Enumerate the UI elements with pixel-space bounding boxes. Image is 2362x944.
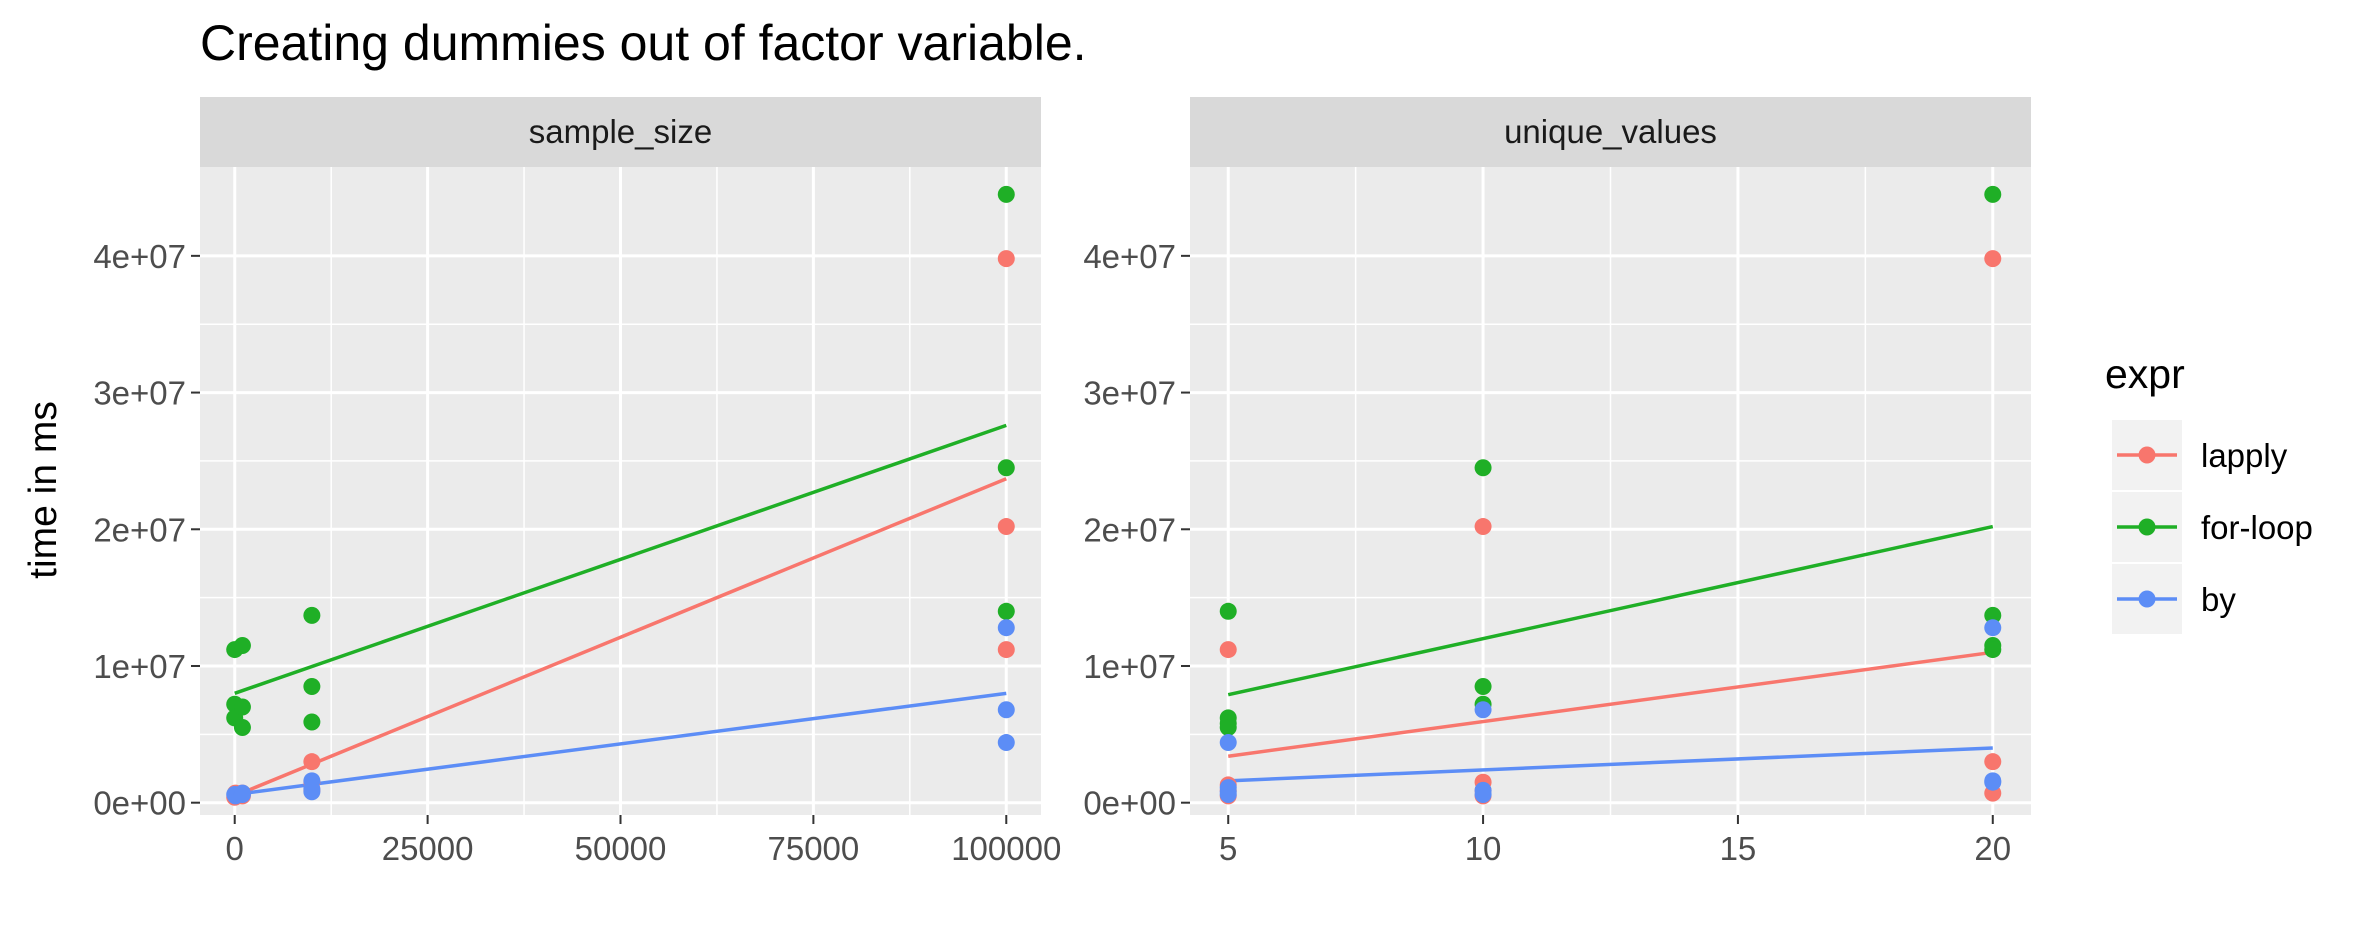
data-point-lapply: [1219, 641, 1237, 659]
legend-entry-lapply: lapply: [2112, 420, 2288, 490]
y-tick-label: 3e+07: [93, 375, 186, 412]
data-point-for-loop: [303, 606, 321, 624]
legend-label: lapply: [2201, 437, 2288, 474]
data-point-by: [997, 734, 1015, 752]
x-tick-label: 50000: [575, 830, 667, 867]
y-axis-label: time in ms: [22, 401, 65, 579]
data-point-lapply: [1474, 518, 1492, 536]
legend-key-point: [2138, 590, 2156, 608]
data-point-by: [1474, 701, 1492, 719]
data-point-for-loop: [997, 602, 1015, 620]
data-point-for-loop: [997, 185, 1015, 203]
y-tick-label: 0e+00: [93, 785, 186, 822]
data-point-for-loop: [233, 636, 251, 654]
data-point-lapply: [997, 250, 1015, 268]
data-point-for-loop: [233, 719, 251, 737]
data-point-by: [1984, 773, 2002, 791]
data-point-lapply: [997, 518, 1015, 536]
fit-line-lapply: [1227, 650, 1994, 758]
legend: expr lapply for-loop by: [2105, 351, 2313, 634]
data-point-lapply: [1984, 250, 2002, 268]
panel-sample_size: sample_size 0e+00 1e+07 2e+07 3e+07 4e+07 0 250…: [93, 97, 1061, 867]
fit-line-for-loop: [234, 423, 1007, 695]
strip-background: [200, 97, 1041, 167]
data-point-by: [1219, 785, 1237, 803]
data-point-for-loop: [1219, 602, 1237, 620]
data-point-for-loop: [1984, 185, 2002, 203]
data-point-lapply: [997, 641, 1015, 659]
data-point-for-loop: [303, 677, 321, 695]
fit-line-by: [1228, 746, 1993, 783]
y-tick-label: 2e+07: [1083, 511, 1176, 548]
x-tick-label: 15: [1720, 830, 1757, 867]
data-point-for-loop: [233, 698, 251, 716]
x-tick-label: 25000: [382, 830, 474, 867]
data-point-for-loop: [303, 713, 321, 731]
y-tick-label: 2e+07: [93, 511, 186, 548]
legend-entry-for-loop: for-loop: [2112, 492, 2313, 562]
y-tick-label: 4e+07: [1083, 238, 1176, 275]
data-point-for-loop: [1219, 719, 1237, 737]
data-point-by: [303, 783, 321, 801]
chart-title: Creating dummies out of factor variable.: [200, 15, 1087, 71]
y-tick-label: 0e+00: [1083, 785, 1176, 822]
x-tick-label: 5: [1219, 830, 1237, 867]
y-tick-label: 4e+07: [93, 238, 186, 275]
strip-background: [1190, 97, 2031, 167]
y-tick-label: 3e+07: [1083, 375, 1176, 412]
x-tick-label: 10: [1465, 830, 1502, 867]
data-point-by: [233, 785, 251, 803]
x-tick-label: 100000: [951, 830, 1061, 867]
y-tick-label: 1e+07: [93, 648, 186, 685]
data-point-by: [1219, 734, 1237, 752]
data-point-by: [997, 619, 1015, 637]
data-point-for-loop: [997, 459, 1015, 477]
fit-line-by: [234, 691, 1007, 797]
data-point-by: [1474, 785, 1492, 803]
fit-line-lapply: [234, 477, 1007, 798]
fit-line-for-loop: [1227, 524, 1994, 697]
panel-unique_values: unique_values 0e+00 1e+07 2e+07 3e+07 4e+07 5 1…: [1083, 97, 2031, 867]
data-point-for-loop: [1474, 677, 1492, 695]
data-point-by: [997, 701, 1015, 719]
data-point-for-loop: [1984, 606, 2002, 624]
data-point-lapply: [303, 753, 321, 771]
data-point-for-loop: [1474, 459, 1492, 477]
facet-panels: sample_size 0e+00 1e+07 2e+07 3e+07 4e+07 0 250…: [93, 97, 2031, 867]
legend-title: expr: [2105, 351, 2185, 397]
legend-entry-by: by: [2112, 564, 2236, 634]
legend-key-point: [2138, 518, 2156, 536]
x-tick-label: 20: [1974, 830, 2011, 867]
x-tick-label: 0: [226, 830, 244, 867]
legend-label: by: [2201, 581, 2236, 618]
data-point-for-loop: [1984, 641, 2002, 659]
data-point-by: [1984, 619, 2002, 637]
data-point-lapply: [1984, 753, 2002, 771]
legend-label: for-loop: [2201, 509, 2313, 546]
strip-label: unique_values: [1504, 113, 1717, 150]
legend-key-point: [2138, 446, 2156, 464]
y-tick-label: 1e+07: [1083, 648, 1176, 685]
x-tick-label: 75000: [768, 830, 860, 867]
strip-label: sample_size: [529, 113, 712, 150]
